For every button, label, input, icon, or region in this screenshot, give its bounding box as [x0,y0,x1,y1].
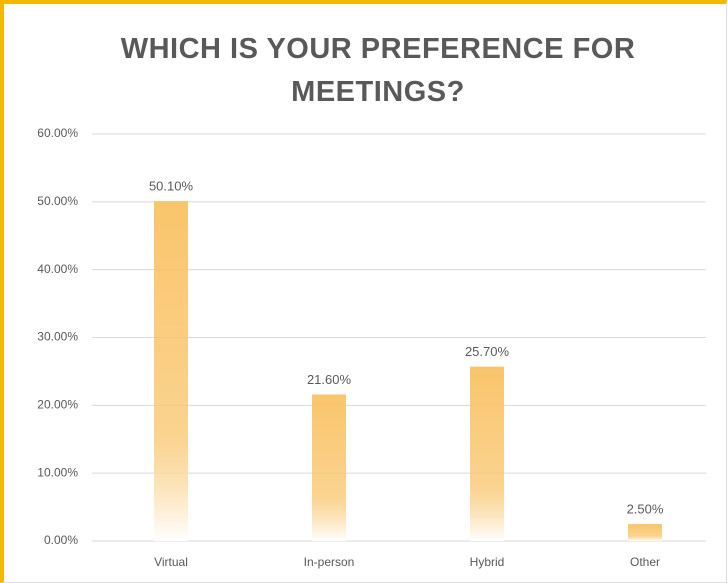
data-label: 21.60% [307,372,352,387]
chart-title: WHICH IS YOUR PREFERENCE FOR MEETINGS? [120,33,636,108]
data-label: 25.70% [465,344,510,359]
y-tick-label: 50.00% [37,194,78,208]
y-tick-label: 0.00% [44,533,78,547]
bar [470,366,504,541]
bar [154,201,188,541]
y-tick-label: 40.00% [37,262,78,276]
y-tick-label: 30.00% [37,330,78,344]
data-label: 50.10% [149,179,194,194]
y-tick-label: 60.00% [37,126,78,140]
y-tick-label: 20.00% [37,398,78,412]
bar [312,394,346,541]
data-label: 2.50% [627,501,664,516]
x-tick-label: Hybrid [470,555,505,569]
x-tick-label: Other [630,555,660,569]
y-tick-label: 10.00% [37,465,78,479]
bar [628,524,662,541]
x-tick-label: Virtual [154,555,188,569]
x-tick-label: In-person [304,555,355,569]
